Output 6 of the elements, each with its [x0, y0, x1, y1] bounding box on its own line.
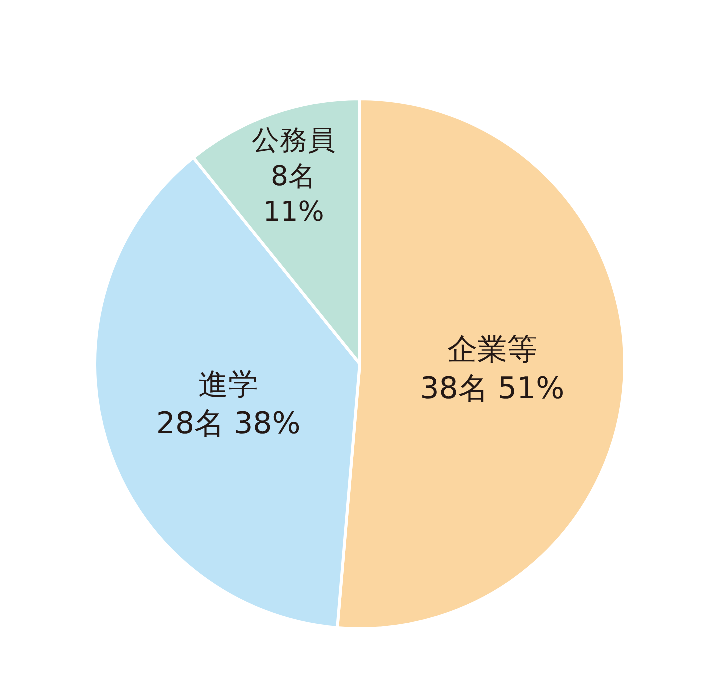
data-label: 28名 38% [156, 406, 301, 442]
slice-label: 進学 [198, 367, 259, 402]
data-label: 8名 11% [263, 160, 324, 228]
slice-label: 公務員 [252, 124, 336, 157]
data-label: 38名 51% [420, 372, 565, 407]
slice-label: 企業等 [447, 332, 538, 368]
